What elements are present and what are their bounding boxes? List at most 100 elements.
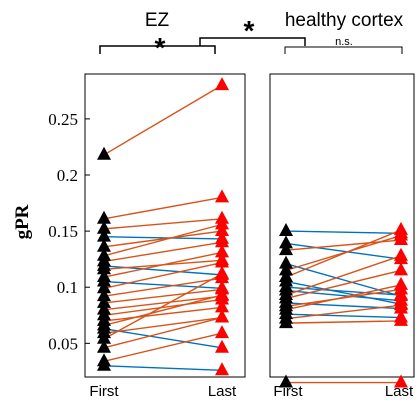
healthy-pair-line [285,230,402,235]
ez-pair-line [103,288,223,304]
healthy-bracket [284,46,403,54]
ez-pair-line [103,328,223,349]
ez-first-marker [97,261,111,275]
healthy-pair-line [285,229,402,278]
ez-pair-line [103,316,223,334]
healthy-pair-lines [285,229,402,384]
ez-last-marker [215,339,229,353]
ez-last-marker [215,223,229,237]
healthy-xtick-first: First [273,383,303,400]
ez-last-marker [215,362,229,376]
healthy-pair-line [285,284,402,311]
ez-first-marker [97,238,111,252]
y-ticks: 0.05 0.1 0.15 0.2 0.25 [48,110,90,353]
ez-pair-line [103,306,223,322]
y-tick-label: 0.15 [48,222,78,241]
healthy-pair-line [285,280,402,305]
ez-axes-box [84,73,246,378]
ez-xtick-first: First [89,383,119,400]
ez-pair-line [103,316,223,349]
ez-pair-line [103,236,223,240]
ez-first-marker [97,146,111,160]
ez-first-marker [97,288,111,302]
ez-pair-line [103,277,223,297]
healthy-last-marker [394,262,408,276]
ez-pair-line [103,295,223,311]
ez-pair-line [103,261,223,290]
y-tick-label: 0.05 [48,334,78,353]
healthy-first-marker [279,255,293,269]
ez-pair-lines [103,84,223,371]
ez-first-marker [97,228,111,242]
ez-first-marker [97,294,111,308]
ez-xtick-last: Last [208,383,237,400]
ez-first-marker [97,339,111,353]
healthy-pair-line [285,255,402,296]
healthy-significance-label: n.s. [335,36,353,48]
ez-pair-line [103,223,223,257]
y-tick-label: 0.25 [48,110,78,129]
ez-pair-line [103,230,223,248]
y-axis-label: gPR [12,204,33,239]
healthy-last-marker [394,276,408,290]
ez-pair-line [103,332,223,362]
y-tick-label: 0.2 [57,166,78,185]
ez-last-marker [215,234,229,248]
ez-last-marker [215,325,229,339]
healthy-first-marker [279,315,293,329]
healthy-pair-line [285,269,402,300]
ez-pair-line [103,218,223,230]
healthy-panel-title: healthy cortex [285,10,404,31]
ez-panel-title: EZ [145,10,170,31]
ez-pair-line [103,241,223,263]
healthy-last-marker [394,374,408,388]
healthy-first-marker [279,223,293,237]
ez-first-marker [97,280,111,294]
ez-pair-line [103,365,223,371]
healthy-markers [279,221,408,388]
ez-last-marker [215,189,229,203]
healthy-first-marker [279,262,293,276]
ez-last-marker [215,254,229,268]
healthy-axes-box [269,73,415,378]
healthy-first-marker [279,242,293,256]
healthy-first-marker [279,374,293,388]
healthy-xtick-last: Last [385,383,414,400]
ez-bracket [99,45,216,54]
ez-first-marker [97,210,111,224]
ez-pair-line [103,196,223,220]
healthy-pair-line [285,313,402,319]
ez-last-marker [215,244,229,258]
healthy-last-marker [394,297,408,311]
ez-pair-line [103,298,223,316]
ez-first-marker [97,357,111,371]
ez-first-marker [97,330,111,344]
healthy-pair-line [285,304,402,320]
ez-first-marker [97,220,111,234]
ez-pair-line [103,251,223,278]
healthy-last-marker [394,247,408,261]
ez-pair-line [103,280,223,290]
healthy-last-marker [394,221,408,235]
ez-pair-line [103,294,223,327]
healthy-pair-line [285,242,402,260]
ez-pair-line [103,84,223,156]
healthy-pair-line [285,289,402,302]
ez-significance-star: * [155,32,166,63]
y-tick-label: 0.1 [57,278,78,297]
ez-first-marker [97,273,111,287]
ez-last-marker [215,265,229,279]
healthy-pair-line [285,320,402,324]
healthy-first-marker [279,235,293,249]
ez-last-marker [215,299,229,313]
between-bracket [199,37,306,46]
ez-last-marker [215,216,229,230]
between-significance-star: * [244,15,255,46]
ez-last-marker [215,287,229,301]
ez-last-marker [215,77,229,91]
healthy-last-marker [394,312,408,326]
ez-markers [97,77,229,376]
ez-pair-line [103,273,223,340]
ez-last-marker [215,309,229,323]
